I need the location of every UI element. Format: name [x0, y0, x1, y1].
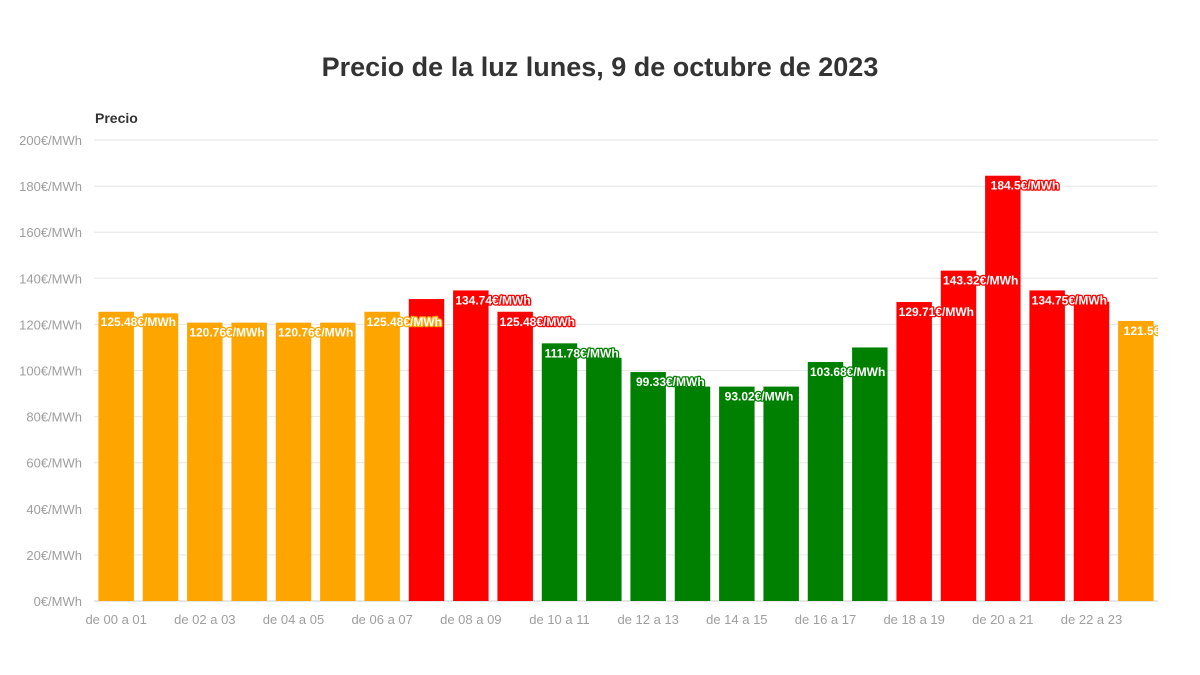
- x-tick-label: de 14 a 15: [706, 612, 767, 627]
- x-tick-label: de 18 a 19: [883, 612, 944, 627]
- data-label: 120.76€/MWh: [278, 326, 353, 340]
- data-label: 125.48€/MWh: [500, 315, 575, 329]
- bar: [852, 347, 888, 601]
- x-tick-label: de 06 a 07: [351, 612, 412, 627]
- bar: [985, 175, 1021, 602]
- data-label: 134.75€/MWh: [1032, 293, 1107, 307]
- bar: [453, 290, 489, 601]
- data-label: 125.48€/MWh: [367, 315, 442, 329]
- data-label: 184.5€/MWh: [991, 179, 1060, 193]
- bar: [541, 343, 578, 601]
- y-tick-label: 60€/MWh: [26, 456, 82, 471]
- data-label: 125.48€/MWh: [101, 315, 176, 329]
- bar: [807, 362, 844, 601]
- x-tick-label: de 20 a 21: [972, 612, 1033, 627]
- data-label: 99.33€/MWh: [636, 375, 705, 389]
- y-tick-label: 160€/MWh: [19, 225, 82, 240]
- bar: [497, 311, 533, 601]
- data-label: 111.78€/MWh: [545, 346, 619, 360]
- bar: [1073, 301, 1110, 601]
- bar: [896, 302, 932, 601]
- bar: [630, 372, 666, 601]
- y-axis-label: Precio: [95, 110, 138, 126]
- x-tick-label: de 16 a 17: [795, 612, 856, 627]
- x-tick-label: de 12 a 13: [617, 612, 678, 627]
- bar: [940, 270, 977, 601]
- x-tick-label: de 04 a 05: [263, 612, 324, 627]
- x-axis-ticks: de 00 a 01 de 02 a 03 de 04 a 05 de 06 a 07…: [85, 612, 1122, 627]
- y-tick-label: 100€/MWh: [19, 364, 82, 379]
- y-tick-label: 120€/MWh: [19, 317, 82, 332]
- y-tick-label: 0€/MWh: [34, 594, 82, 609]
- bar: [320, 322, 356, 601]
- bar: [674, 386, 711, 601]
- data-label: 134.74€/MWh: [455, 293, 530, 307]
- bar: [1118, 320, 1154, 601]
- data-label: 143.32€/MWh: [943, 274, 1018, 288]
- chart-title: Precio de la luz lunes, 9 de octubre de …: [321, 52, 879, 82]
- bar: [719, 386, 755, 601]
- bar: [98, 311, 134, 601]
- bar: [763, 386, 799, 601]
- x-tick-label: de 02 a 03: [174, 612, 235, 627]
- x-tick-label: de 10 a 11: [529, 612, 589, 627]
- data-labels: 125.48€/MWh 120.76€/MWh 120.76€/MWh 125.48€…: [99, 177, 1193, 404]
- bar: [275, 322, 312, 601]
- grid-lines: [94, 139, 1158, 602]
- x-tick-label: de 22 a 23: [1061, 612, 1122, 627]
- y-tick-label: 40€/MWh: [26, 502, 82, 517]
- y-tick-label: 80€/MWh: [26, 410, 82, 425]
- bars: [98, 175, 1154, 602]
- y-tick-label: 200€/MWh: [19, 133, 82, 148]
- x-tick-label: de 08 a 09: [440, 612, 501, 627]
- bar: [231, 322, 267, 601]
- bar: [1029, 290, 1065, 601]
- bar: [142, 313, 179, 601]
- data-label: 120.76€/MWh: [189, 326, 264, 340]
- y-tick-label: 140€/MWh: [19, 271, 82, 286]
- data-label: 103.68€/MWh: [810, 365, 885, 379]
- bar: [364, 311, 400, 601]
- y-axis-ticks: 0€/MWh 20€/MWh 40€/MWh 60€/MWh 80€/MWh 100€/M…: [19, 133, 82, 609]
- bar: [408, 299, 445, 601]
- data-label: 121.5€/MWh: [1124, 324, 1193, 338]
- data-label: 129.71€/MWh: [899, 305, 974, 319]
- data-label: 93.02€/MWh: [725, 390, 794, 404]
- bar: [187, 322, 223, 601]
- x-tick-label: de 00 a 01: [85, 612, 146, 627]
- bar: [586, 357, 622, 601]
- y-tick-label: 180€/MWh: [19, 179, 82, 194]
- y-tick-label: 20€/MWh: [26, 548, 82, 563]
